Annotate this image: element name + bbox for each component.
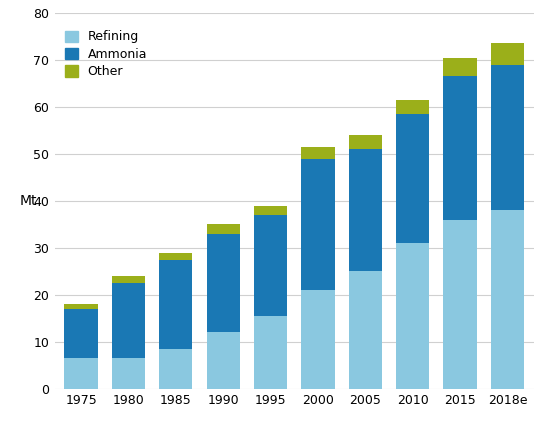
Bar xyxy=(349,135,382,149)
Bar xyxy=(254,316,287,389)
Bar xyxy=(64,304,98,309)
Bar xyxy=(301,147,334,159)
Bar xyxy=(160,260,192,349)
Bar xyxy=(64,358,98,389)
Bar xyxy=(207,333,240,389)
Bar xyxy=(396,100,429,114)
Bar xyxy=(491,65,524,210)
Bar xyxy=(443,220,477,389)
Bar xyxy=(443,76,477,220)
Bar xyxy=(491,44,524,65)
Bar xyxy=(301,290,334,389)
Bar xyxy=(112,276,145,283)
Bar xyxy=(207,224,240,234)
Bar xyxy=(112,358,145,389)
Bar xyxy=(112,283,145,358)
Bar xyxy=(349,149,382,271)
Bar xyxy=(443,57,477,76)
Bar xyxy=(160,349,192,389)
Bar xyxy=(207,234,240,333)
Legend: Refining, Ammonia, Other: Refining, Ammonia, Other xyxy=(61,27,151,82)
Y-axis label: Mt: Mt xyxy=(19,194,37,208)
Bar xyxy=(491,210,524,389)
Bar xyxy=(160,253,192,260)
Bar xyxy=(254,206,287,215)
Bar xyxy=(349,271,382,389)
Bar xyxy=(254,215,287,316)
Bar xyxy=(301,159,334,290)
Bar xyxy=(396,114,429,243)
Bar xyxy=(396,243,429,389)
Bar xyxy=(64,309,98,358)
